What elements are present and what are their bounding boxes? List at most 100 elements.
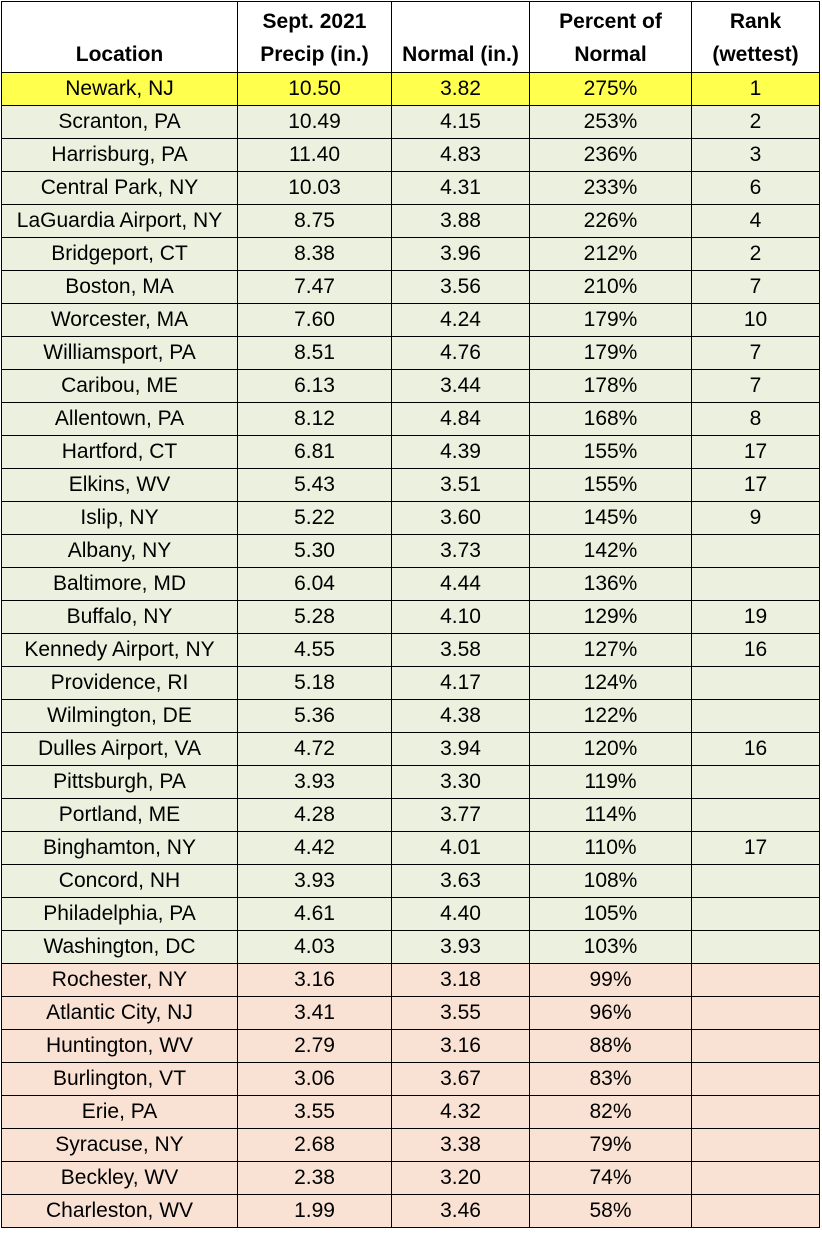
table-row: Dulles Airport, VA 4.72 3.94 120% 16 <box>1 732 820 766</box>
percent-cell: 226% <box>529 204 692 238</box>
rank-cell <box>691 699 820 733</box>
rank-cell <box>691 534 820 568</box>
table-row: Concord, NH 3.93 3.63 108% <box>1 864 820 898</box>
rank-cell: 17 <box>691 831 820 865</box>
table-row: Albany, NY 5.30 3.73 142% <box>1 534 820 568</box>
table-row: Hartford, CT 6.81 4.39 155% 17 <box>1 435 820 469</box>
header-row: Location Sept. 2021 Precip (in.) Normal … <box>1 1 820 73</box>
rank-cell: 4 <box>691 204 820 238</box>
normal-cell: 3.55 <box>391 996 530 1030</box>
location-cell: Elkins, WV <box>1 468 238 502</box>
precip-cell: 8.51 <box>237 336 392 370</box>
normal-cell: 3.30 <box>391 765 530 799</box>
rank-cell <box>691 1161 820 1195</box>
location-cell: Philadelphia, PA <box>1 897 238 931</box>
percent-cell: 179% <box>529 336 692 370</box>
normal-cell: 4.39 <box>391 435 530 469</box>
header-normal-line-1: Normal (in.) <box>402 43 519 66</box>
normal-cell: 3.93 <box>391 930 530 964</box>
normal-cell: 4.24 <box>391 303 530 337</box>
precip-cell: 5.18 <box>237 666 392 700</box>
location-cell: Williamsport, PA <box>1 336 238 370</box>
location-cell: Buffalo, NY <box>1 600 238 634</box>
precip-cell: 2.38 <box>237 1161 392 1195</box>
header-percent-line-1: Percent of <box>559 10 662 33</box>
rank-cell <box>691 864 820 898</box>
percent-cell: 105% <box>529 897 692 931</box>
normal-cell: 3.67 <box>391 1062 530 1096</box>
rank-cell <box>691 1128 820 1162</box>
precip-cell: 5.28 <box>237 600 392 634</box>
percent-cell: 82% <box>529 1095 692 1129</box>
table-row: Burlington, VT 3.06 3.67 83% <box>1 1062 820 1096</box>
rank-cell <box>691 567 820 601</box>
table-row: Washington, DC 4.03 3.93 103% <box>1 930 820 964</box>
table-row: Pittsburgh, PA 3.93 3.30 119% <box>1 765 820 799</box>
table-row: Providence, RI 5.18 4.17 124% <box>1 666 820 700</box>
precip-cell: 5.43 <box>237 468 392 502</box>
normal-cell: 4.15 <box>391 105 530 139</box>
rank-cell: 2 <box>691 237 820 271</box>
location-cell: Islip, NY <box>1 501 238 535</box>
table-row: Atlantic City, NJ 3.41 3.55 96% <box>1 996 820 1030</box>
precip-cell: 7.60 <box>237 303 392 337</box>
percent-cell: 129% <box>529 600 692 634</box>
rank-cell: 7 <box>691 270 820 304</box>
location-cell: Providence, RI <box>1 666 238 700</box>
percent-cell: 136% <box>529 567 692 601</box>
precip-cell: 7.47 <box>237 270 392 304</box>
percent-cell: 79% <box>529 1128 692 1162</box>
rank-cell: 16 <box>691 633 820 667</box>
percent-cell: 99% <box>529 963 692 997</box>
percent-cell: 110% <box>529 831 692 865</box>
percent-cell: 108% <box>529 864 692 898</box>
percent-cell: 120% <box>529 732 692 766</box>
location-cell: Burlington, VT <box>1 1062 238 1096</box>
percent-cell: 179% <box>529 303 692 337</box>
table-body: Newark, NJ 10.50 3.82 275% 1 Scranton, PA 10.4… <box>1 72 820 1228</box>
location-cell: Syracuse, NY <box>1 1128 238 1162</box>
percent-cell: 122% <box>529 699 692 733</box>
table-row: Worcester, MA 7.60 4.24 179% 10 <box>1 303 820 337</box>
percent-cell: 212% <box>529 237 692 271</box>
location-cell: Wilmington, DE <box>1 699 238 733</box>
header-rank-line-1: Rank <box>729 10 782 33</box>
location-cell: Atlantic City, NJ <box>1 996 238 1030</box>
location-cell: Scranton, PA <box>1 105 238 139</box>
normal-cell: 4.83 <box>391 138 530 172</box>
table-row: Williamsport, PA 8.51 4.76 179% 7 <box>1 336 820 370</box>
table-row: Beckley, WV 2.38 3.20 74% <box>1 1161 820 1195</box>
percent-cell: 58% <box>529 1194 692 1228</box>
percent-cell: 127% <box>529 633 692 667</box>
table-row: Newark, NJ 10.50 3.82 275% 1 <box>1 72 820 106</box>
precip-cell: 3.06 <box>237 1062 392 1096</box>
header-location-line-1: Location <box>75 43 164 66</box>
rank-cell <box>691 666 820 700</box>
rank-cell <box>691 963 820 997</box>
location-cell: Charleston, WV <box>1 1194 238 1228</box>
precip-cell: 3.93 <box>237 765 392 799</box>
percent-cell: 88% <box>529 1029 692 1063</box>
rank-cell: 2 <box>691 105 820 139</box>
header-rank: Rank (wettest) <box>691 1 820 73</box>
location-cell: Hartford, CT <box>1 435 238 469</box>
rank-cell <box>691 798 820 832</box>
table-row: Boston, MA 7.47 3.56 210% 7 <box>1 270 820 304</box>
header-location: Location <box>1 1 238 73</box>
location-cell: Dulles Airport, VA <box>1 732 238 766</box>
precip-cell: 10.49 <box>237 105 392 139</box>
normal-cell: 3.51 <box>391 468 530 502</box>
location-cell: Newark, NJ <box>1 72 238 106</box>
normal-cell: 4.17 <box>391 666 530 700</box>
precip-cell: 4.28 <box>237 798 392 832</box>
location-cell: Pittsburgh, PA <box>1 765 238 799</box>
percent-cell: 168% <box>529 402 692 436</box>
location-cell: Albany, NY <box>1 534 238 568</box>
location-cell: Boston, MA <box>1 270 238 304</box>
table-row: Binghamton, NY 4.42 4.01 110% 17 <box>1 831 820 865</box>
header-precip-line-1: Sept. 2021 <box>262 10 367 33</box>
location-cell: Central Park, NY <box>1 171 238 205</box>
location-cell: Beckley, WV <box>1 1161 238 1195</box>
location-cell: Erie, PA <box>1 1095 238 1129</box>
normal-cell: 3.96 <box>391 237 530 271</box>
